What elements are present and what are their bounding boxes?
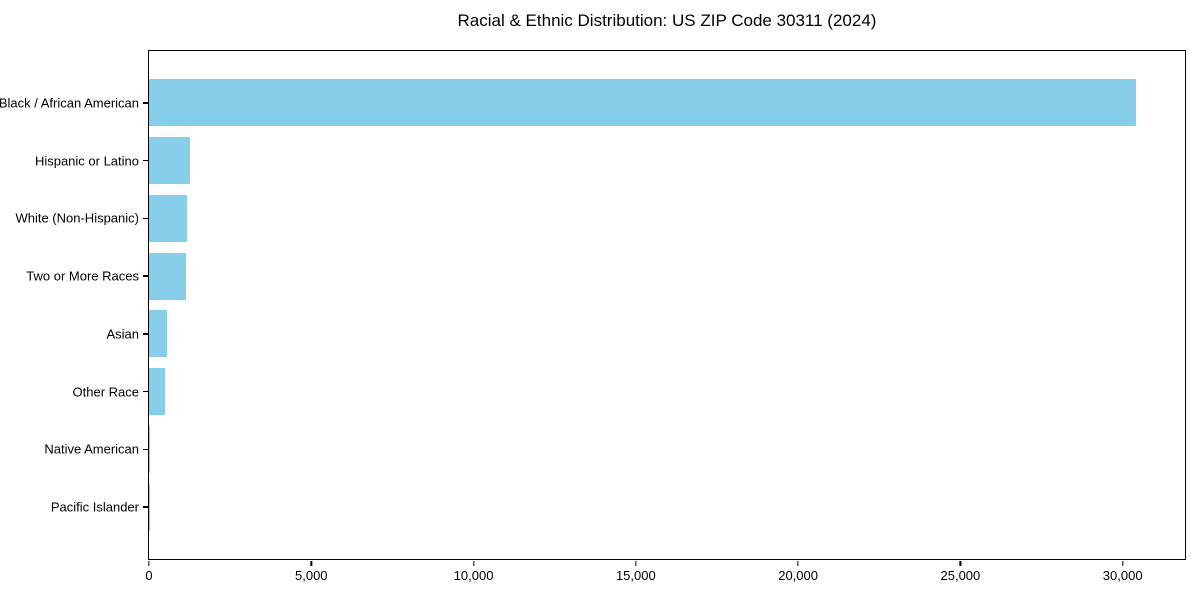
chart-title: Racial & Ethnic Distribution: US ZIP Cod…: [457, 11, 877, 30]
x-tick-label: 0: [145, 568, 153, 583]
y-tick-label: Black / African American: [0, 95, 139, 111]
bar-row: Other Race: [73, 363, 1185, 421]
bar: [149, 310, 167, 358]
y-tick-mark: [143, 102, 148, 104]
bar-row: Pacific Islander: [51, 478, 1185, 536]
x-tick-mark: [472, 561, 475, 567]
bar: [149, 137, 190, 185]
bar: [149, 425, 150, 473]
bar-row: Black / African American: [0, 74, 1185, 132]
bar-row: Two or More Races: [26, 247, 1185, 305]
x-tick-label: 25,000: [940, 568, 981, 583]
bar-row: White (Non-Hispanic): [15, 190, 1185, 248]
x-tick-mark: [797, 561, 799, 567]
x-tick-mark: [310, 561, 312, 567]
x-tick-mark: [1122, 561, 1124, 567]
x-tick-mark: [148, 561, 150, 567]
x-tick-label: 20,000: [778, 568, 818, 583]
x-tick-label: 5,000: [294, 568, 328, 583]
bar: [149, 252, 186, 300]
bar: [149, 368, 165, 416]
x-tick-label: 30,000: [1102, 568, 1143, 583]
y-tick-label: Two or More Races: [26, 268, 139, 284]
y-tick-label: Asian: [106, 326, 139, 342]
bar: [149, 79, 1136, 127]
bars-container: Black / African American Hispanic or Lati…: [0, 74, 1185, 536]
x-tick-mark: [959, 561, 962, 567]
y-tick-label: White (Non-Hispanic): [15, 210, 139, 226]
x-tick-label: 10,000: [453, 568, 494, 583]
y-tick-label: Native American: [44, 441, 139, 457]
bar-row: Native American: [44, 421, 1185, 479]
y-tick-mark: [143, 390, 148, 393]
y-tick-label: Other Race: [72, 384, 139, 400]
y-tick-mark: [143, 333, 148, 335]
y-tick-label: Pacific Islander: [50, 499, 139, 515]
x-tick-mark: [635, 561, 637, 567]
y-tick-mark: [143, 275, 148, 277]
y-tick-label: Hispanic or Latino: [34, 153, 139, 169]
y-tick-mark: [143, 506, 148, 508]
bar: [149, 194, 187, 242]
bar-row: Asian: [106, 305, 1185, 363]
y-tick-mark: [143, 159, 148, 162]
bar-row: Hispanic or Latino: [35, 132, 1185, 190]
x-tick-label: 15,000: [615, 568, 656, 583]
y-tick-mark: [143, 448, 148, 451]
y-tick-mark: [143, 217, 148, 220]
plot-area: Black / African American Hispanic or Lati…: [0, 50, 1186, 583]
